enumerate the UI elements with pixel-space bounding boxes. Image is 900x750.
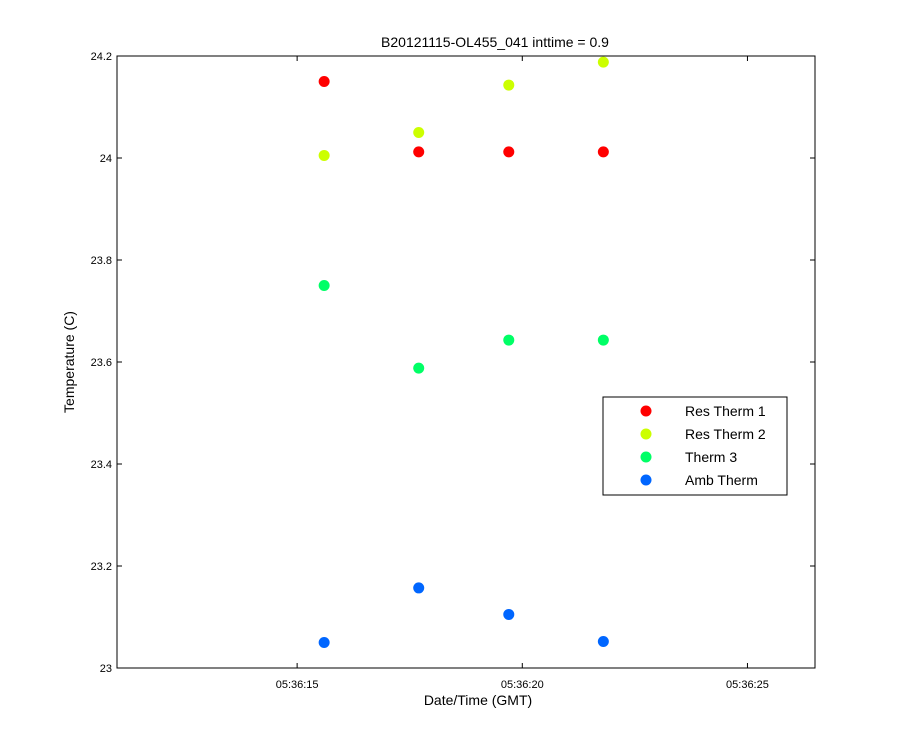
points-group [318, 56, 609, 648]
y-tick-label: 24 [100, 153, 112, 165]
x-axis-label: Date/Time (GMT) [424, 692, 532, 708]
legend-marker [640, 428, 652, 440]
legend-label: Res Therm 2 [685, 426, 766, 442]
data-point [413, 127, 425, 138]
legend-marker [640, 451, 652, 463]
data-point [413, 146, 425, 158]
data-point [318, 76, 330, 87]
data-point [413, 362, 425, 374]
data-point [597, 334, 609, 346]
legend: Res Therm 1 Res Therm 2 Therm 3 Amb Therm [602, 396, 788, 496]
data-point [503, 334, 515, 346]
y-tick-label: 24.2 [91, 51, 112, 63]
data-point [597, 635, 609, 647]
x-tick-label: 05:36:20 [501, 679, 544, 691]
data-point [503, 146, 515, 158]
plot-area [116, 55, 816, 669]
legend-label: Amb Therm [685, 472, 758, 488]
legend-label: Res Therm 1 [685, 403, 766, 419]
ticks-group: 23 23.2 23.4 23.6 23.8 24 24.2 05:36:15 05:36:20… [91, 51, 815, 691]
data-point [318, 280, 330, 291]
y-tick-label: 23.8 [91, 255, 112, 267]
data-point [318, 149, 330, 161]
x-tick-label: 05:36:15 [276, 679, 319, 691]
chart-title: B20121115-OL455_041 inttime = 0.9 [381, 34, 609, 50]
data-point [597, 56, 609, 68]
legend-box [602, 396, 788, 496]
x-tick-label: 05:36:25 [726, 679, 769, 691]
legend-marker [640, 474, 652, 486]
y-axis-label: Temperature (C) [61, 311, 77, 413]
y-tick-label: 23.6 [91, 357, 112, 369]
y-tick-label: 23.2 [91, 561, 112, 573]
data-point [413, 582, 425, 594]
data-point [318, 637, 330, 648]
y-tick-label: 23.4 [91, 459, 112, 471]
data-point [597, 146, 609, 158]
data-point [503, 608, 515, 620]
legend-marker [640, 405, 652, 417]
data-point [503, 79, 515, 91]
y-tick-label: 23 [100, 663, 112, 675]
legend-label: Therm 3 [685, 449, 737, 465]
